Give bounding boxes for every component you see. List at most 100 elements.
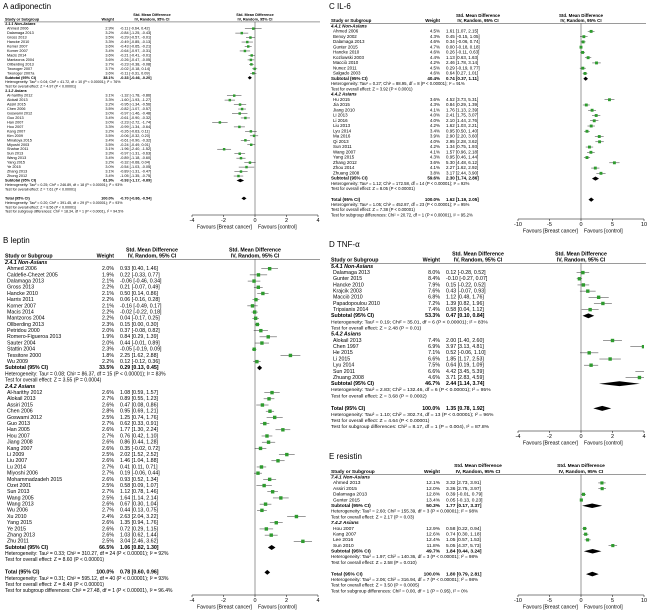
weight: 4.2%	[430, 123, 440, 128]
summary-diamond	[236, 178, 245, 183]
effect-square	[237, 174, 240, 178]
plot-area	[247, 259, 313, 595]
x-tick-label: -2	[221, 598, 226, 604]
summary-diamond	[585, 571, 599, 577]
effect-square	[608, 98, 611, 102]
method-header: IV, Random, 95% CI	[454, 258, 503, 264]
summary-name: Total (95% CI)	[331, 571, 363, 577]
plot-area	[576, 263, 644, 431]
summary-diamond	[583, 549, 602, 554]
study-name: Ahmed 2006	[333, 29, 359, 34]
effect-square	[579, 498, 583, 502]
effect-square	[252, 72, 255, 75]
study-name: Dalamaga 2013	[333, 39, 365, 44]
ci-label: 2.44 [1.14, 3.74]	[446, 381, 485, 387]
study-name: Zhang 2012	[333, 160, 357, 165]
ci-label: 1.57 [0.96, 2.18]	[446, 149, 478, 154]
weight: 6.6%	[428, 369, 440, 375]
weight: 2.7%	[102, 433, 114, 439]
note: Test for overall effect: Z = 3.55 (P = 0…	[5, 378, 102, 384]
study-name: Al-harithy 2012	[7, 94, 32, 98]
study-name: Zhang 2013	[7, 170, 27, 174]
ci-label: 0.37 [-0.08, 0.82]	[120, 328, 160, 334]
weight: 49.7%	[426, 549, 440, 555]
effect-square	[252, 27, 255, 30]
effect-square	[248, 161, 252, 164]
ci-label: -1.32 [-1.78, -0.86]	[120, 94, 151, 98]
weight: 2.7%	[102, 464, 114, 470]
column-header: Weight	[97, 254, 115, 260]
note: Heterogeneity: Tau² = 1.10; Chi² = 302.7…	[331, 412, 494, 418]
effect-square	[260, 508, 264, 513]
ci-label: 1.85 [1.17, 2.53]	[446, 356, 484, 362]
ci-label: 0.64 [0.19, 1.09]	[446, 363, 484, 369]
ci-label: 1.80 [0.79, 2.81]	[446, 571, 482, 577]
ci-label: -0.97 [-1.31, -0.63]	[120, 152, 151, 156]
method-header: IV, Random, 95% CI	[560, 18, 601, 23]
ci-label: 0.05 [-0.13, 0.23]	[446, 497, 483, 503]
ci-label: -1.60 [-1.93, -1.27]	[120, 98, 151, 102]
effect-square	[218, 121, 222, 124]
summary-name: Subtotal (95% CI)	[331, 176, 368, 181]
ci-label: 0.64 [0.27, 1.01]	[446, 71, 478, 76]
summary-diamond	[582, 503, 603, 508]
note: Heterogeneity: Tau² = 1.12; Chi² = 172.5…	[331, 181, 470, 186]
summary-name: Subtotal (95% CI)	[331, 503, 371, 509]
effect-square	[256, 471, 260, 475]
study-name: Assiri 2015	[7, 402, 33, 408]
study-name: Hancke 2010	[7, 291, 38, 297]
column-header: Std. Mean Difference	[555, 251, 607, 257]
effect-square	[245, 165, 248, 169]
effect-square	[597, 135, 601, 138]
ci-label: 0.95 [0.46, 1.44]	[446, 155, 478, 160]
weight: 4.3%	[430, 102, 440, 107]
weight: 4.2%	[430, 144, 440, 149]
weight: 2.0%	[102, 340, 114, 346]
study-name: Macis 2014	[7, 53, 26, 57]
note: Heterogeneity: Tau² = 1.97; Chi² = 140.3…	[331, 554, 478, 559]
ci-label: 0.58 [0.09, 1.07]	[120, 483, 158, 489]
ci-label: 3.17 [2.44, 3.90]	[446, 170, 478, 175]
weight: 4.1%	[430, 149, 440, 154]
study-name: Alokail 2013	[333, 338, 362, 344]
ci-label: 0.34 [-0.06, 0.74]	[446, 39, 480, 44]
weight: 3.5%	[105, 107, 114, 111]
weight: 3.3%	[105, 152, 114, 156]
study-name: Yang 2015	[333, 155, 355, 160]
weight: 3.1%	[105, 170, 114, 174]
x-tick-label: 0	[579, 434, 582, 440]
note: Test for overall effect: Z = 4.97 (P < 0…	[5, 85, 76, 89]
weight: 8.0%	[428, 270, 440, 276]
weight: 3.4%	[430, 128, 440, 133]
effect-square	[253, 67, 256, 71]
effect-square	[294, 514, 299, 519]
study-name: Ye 2015	[7, 526, 26, 532]
weight: 4.5%	[430, 29, 440, 34]
x-tick-label: 0	[579, 598, 582, 604]
ci-label: 2.27 [1.62, 2.92]	[446, 165, 478, 170]
study-name: Mohammadzadeh 2015	[7, 477, 62, 483]
plot-area	[579, 474, 618, 595]
weight: 2.7%	[102, 396, 114, 402]
plot-area	[212, 21, 262, 215]
ci-label: -0.82 [-1.07, -0.57]	[120, 107, 151, 111]
method-header: IV, Random, 95% CI	[231, 254, 280, 260]
x-tick-label: 2	[611, 434, 614, 440]
weight: 40.4%	[427, 76, 440, 81]
note: Test for overall effect: Z = 2.58 (P = 0…	[331, 560, 417, 565]
note: Test for subgroup differences: Chi² = 18…	[5, 210, 124, 214]
study-name: Ollberding 2013	[7, 322, 44, 328]
ci-label: -0.64 [-0.97, -0.31]	[120, 49, 151, 53]
study-name: Tessitore 2000	[7, 353, 41, 359]
weight: 3.1%	[105, 94, 114, 98]
weight: 2.5%	[102, 483, 114, 489]
effect-square	[279, 496, 283, 500]
ci-label: 1.62 [1.19, 2.05]	[446, 197, 479, 202]
study-name: Tworoger 2007	[7, 67, 32, 71]
x-tick-label: 4	[316, 598, 319, 604]
study-name: Wang 2007	[333, 149, 356, 154]
ci-label: 1.12 [0.78, 1.46]	[120, 489, 158, 495]
column-header: Study or Subgroup	[331, 258, 378, 264]
ci-label: -0.02 [-0.18, 0.14]	[120, 67, 150, 71]
study-name: Hancke 2010	[333, 282, 364, 288]
